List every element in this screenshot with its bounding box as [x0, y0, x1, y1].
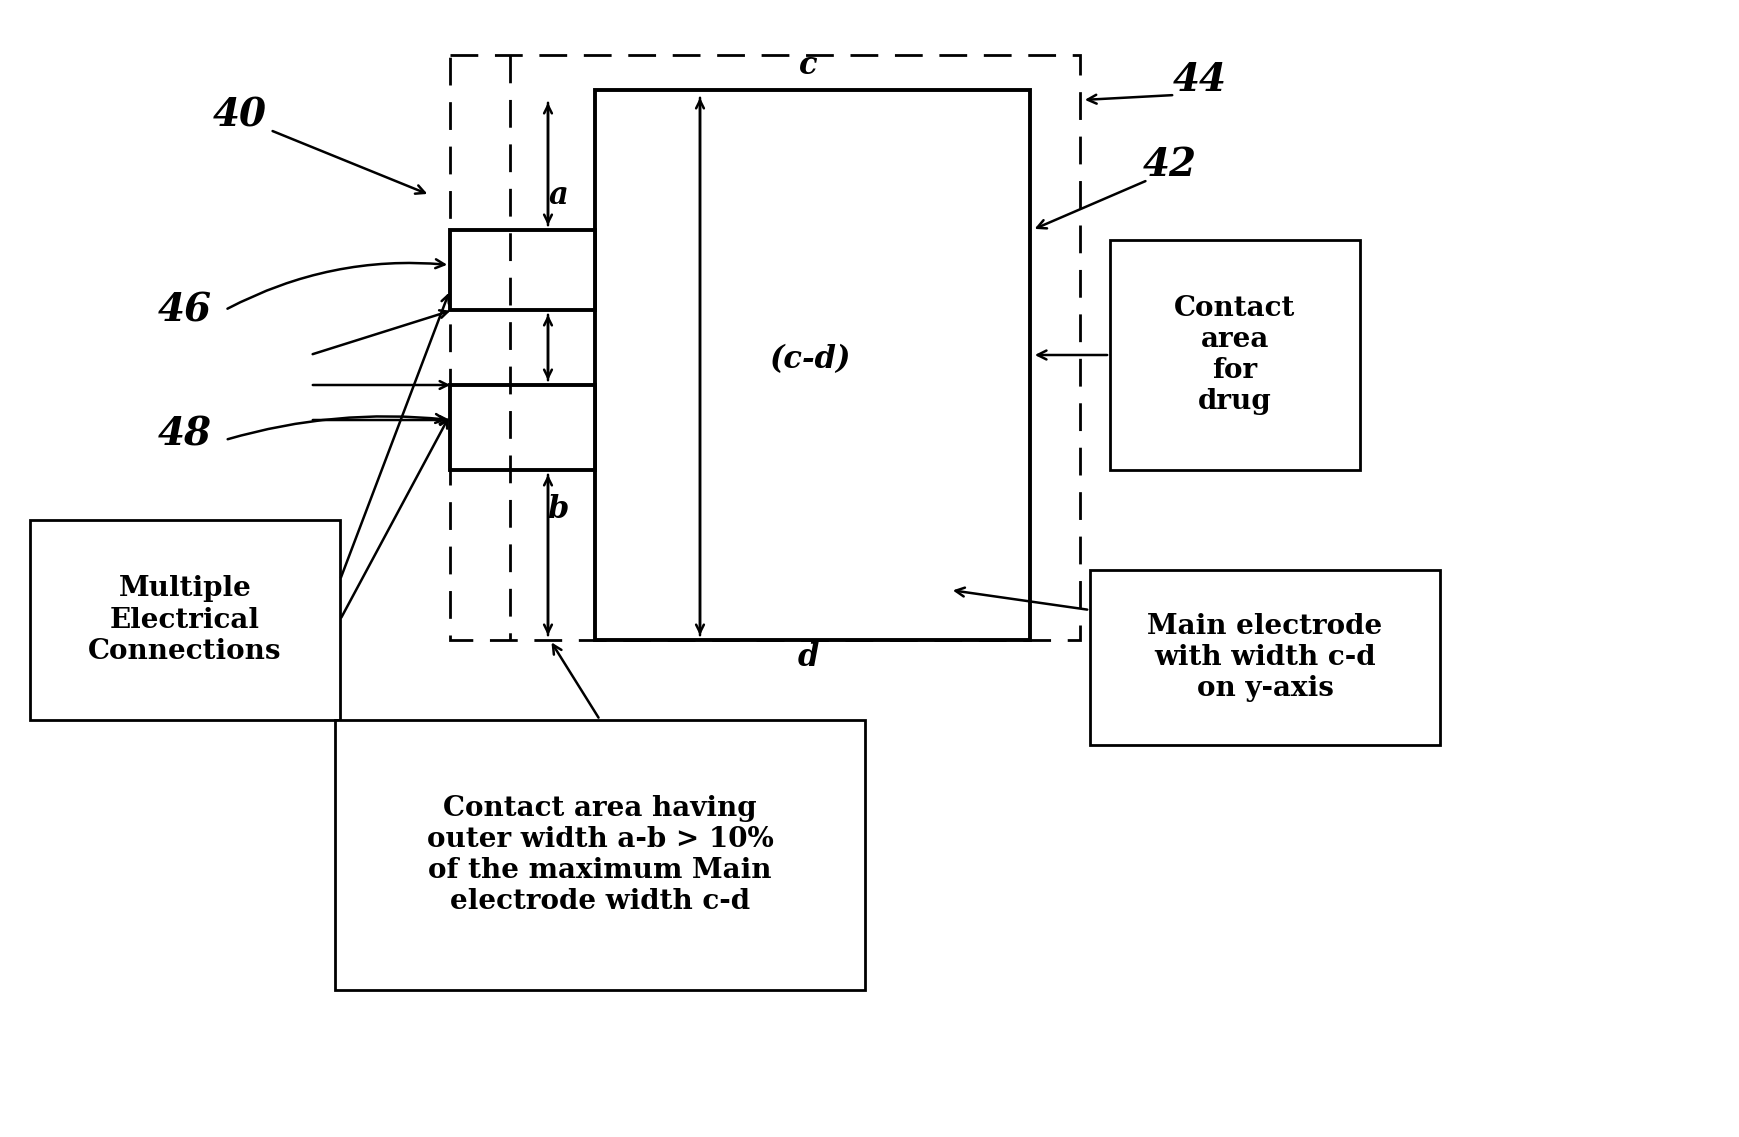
Text: 42: 42 [1143, 146, 1196, 184]
Text: Main electrode
with width c-d
on y-axis: Main electrode with width c-d on y-axis [1146, 613, 1383, 703]
Text: Multiple
Electrical
Connections: Multiple Electrical Connections [89, 575, 282, 665]
Text: 44: 44 [1172, 61, 1226, 99]
Text: (c-d): (c-d) [769, 345, 850, 375]
Bar [336, 720, 864, 990]
Text: c: c [798, 50, 817, 81]
Text: 40: 40 [212, 96, 266, 134]
Text: 48: 48 [158, 416, 212, 454]
Text: b: b [548, 495, 569, 525]
Text: d: d [796, 642, 819, 673]
Bar [1089, 570, 1440, 745]
Bar [450, 385, 595, 470]
Bar [595, 90, 1029, 640]
Text: Contact
area
for
drug: Contact area for drug [1174, 294, 1296, 415]
Text: a: a [548, 180, 567, 210]
Text: 46: 46 [158, 291, 212, 329]
Bar [30, 520, 339, 720]
Bar [1109, 240, 1360, 470]
Bar [450, 55, 1080, 640]
Text: Contact area having
outer width a-b > 10%
of the maximum Main
electrode width c-: Contact area having outer width a-b > 10… [426, 795, 772, 915]
Bar [450, 230, 595, 310]
